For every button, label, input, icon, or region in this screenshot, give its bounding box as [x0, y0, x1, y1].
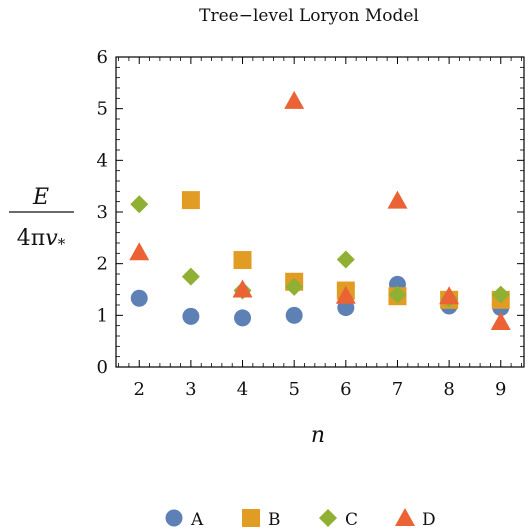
- x-tick-label: 6: [340, 379, 351, 400]
- legend-label-d: D: [422, 510, 436, 530]
- point-a-n2: [130, 289, 148, 307]
- y-axis-label: E 4πv*: [9, 185, 74, 253]
- x-axis-ticks: 2 3 4 5 6 7 8 9: [118, 57, 522, 400]
- legend-label-a: A: [190, 510, 204, 530]
- y-tick-label: 5: [97, 99, 108, 120]
- x-tick-label: 2: [134, 379, 145, 400]
- legend-label-c: C: [345, 510, 358, 530]
- point-b-n3: [181, 191, 200, 210]
- y-tick-label: 0: [97, 357, 108, 378]
- point-c-n6: [336, 250, 355, 269]
- x-tick-label: 4: [237, 379, 248, 400]
- y-axis-label-denominator: 4πv*: [17, 226, 66, 253]
- x-tick-label: 7: [392, 379, 403, 400]
- plot-frame: [115, 56, 525, 368]
- point-d-n2: [129, 242, 150, 261]
- y-tick-label: 2: [97, 254, 108, 275]
- point-c-n5: [285, 277, 304, 296]
- data-points: [129, 90, 511, 331]
- x-axis-label: n: [311, 423, 325, 448]
- point-a-n4: [234, 309, 252, 327]
- y-axis-label-denominator-prefix: 4π: [17, 226, 45, 251]
- point-a-n5: [285, 306, 303, 324]
- point-d-n7: [387, 190, 408, 209]
- point-d-n8: [439, 286, 460, 305]
- point-a-n3: [182, 307, 200, 325]
- y-axis-ticks: 0 1 2 3 4 5 6: [97, 47, 524, 378]
- point-b-n4: [233, 251, 252, 270]
- x-tick-label: 3: [185, 379, 196, 400]
- y-tick-label: 3: [97, 202, 108, 223]
- x-tick-label: 5: [288, 379, 299, 400]
- legend-marker-d: [395, 508, 415, 526]
- x-tick-label: 8: [443, 379, 454, 400]
- y-tick-label: 6: [97, 47, 108, 68]
- point-c-n2: [130, 195, 149, 214]
- x-tick-label: 9: [495, 379, 506, 400]
- legend: A B C D: [165, 508, 436, 530]
- y-axis-label-numerator: E: [32, 185, 49, 210]
- point-d-n9: [490, 312, 511, 331]
- point-c-n3: [181, 267, 200, 286]
- point-d-n4: [232, 279, 253, 298]
- point-d-n5: [284, 90, 305, 109]
- y-tick-label: 1: [97, 305, 108, 326]
- point-c-n7: [388, 285, 407, 304]
- legend-marker-b: [242, 509, 260, 527]
- chart-title: Tree−level Loryon Model: [199, 6, 419, 26]
- y-tick-label: 4: [97, 150, 108, 171]
- point-c-n9: [491, 285, 510, 304]
- y-axis-label-denominator-var: v: [45, 226, 58, 251]
- point-d-n6: [335, 285, 356, 304]
- y-axis-label-denominator-sub: *: [58, 235, 66, 253]
- legend-marker-c: [319, 509, 337, 527]
- legend-label-b: B: [268, 510, 281, 530]
- legend-marker-a: [165, 509, 183, 527]
